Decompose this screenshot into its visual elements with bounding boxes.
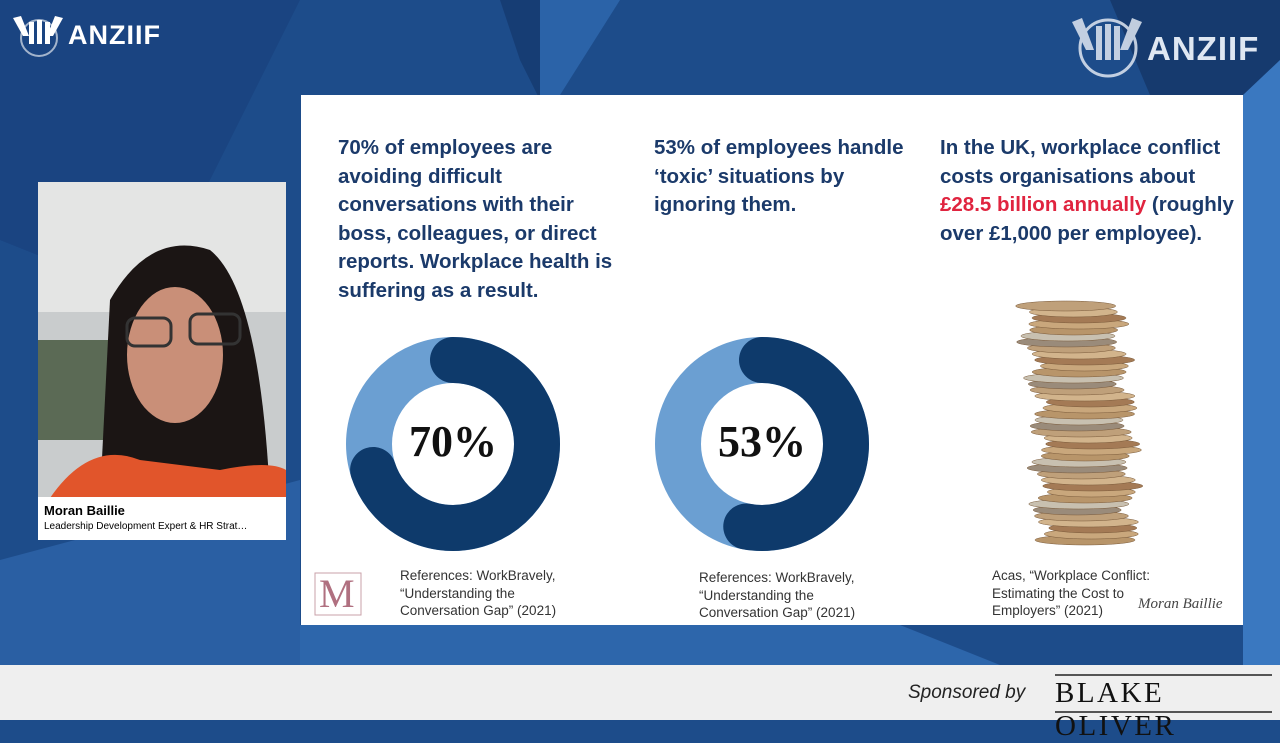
sponsor-logo: BLAKE OLIVER bbox=[1055, 677, 1177, 742]
signature: Moran Baillie bbox=[1138, 596, 1223, 612]
speaker-title: Leadership Development Expert & HR Strat… bbox=[44, 521, 248, 532]
stat-text: 53% of employees handle ‘toxic’ situatio… bbox=[654, 136, 904, 216]
donuts: 70% 53% bbox=[346, 337, 869, 551]
text: (roughly over £1,000 per employee). bbox=[940, 193, 1234, 245]
text: In the UK, workplace conflict costs orga… bbox=[940, 136, 1221, 188]
monogram: M bbox=[319, 571, 355, 616]
sponsored-label: Sponsored by bbox=[908, 682, 1026, 703]
reference: References: WorkBravely, “Understanding … bbox=[699, 570, 856, 620]
donut-arc bbox=[350, 337, 560, 551]
donut-label: 53% bbox=[718, 417, 806, 466]
logo-text: ANZIIF bbox=[68, 20, 161, 50]
donut-label: 70% bbox=[409, 417, 497, 466]
reference: References: WorkBravely, “Understanding … bbox=[400, 568, 557, 618]
logo-text: ANZIIF bbox=[1147, 30, 1260, 67]
highlight: £28.5 billion annually bbox=[940, 193, 1147, 216]
stat-text: In the UK, workplace conflict costs orga… bbox=[940, 134, 1235, 248]
reference: Acas, “Workplace Conflict: Estimating th… bbox=[992, 568, 1151, 618]
donut-arc bbox=[723, 337, 869, 551]
coin bbox=[1015, 300, 1116, 312]
stat-text: 70% of employees are avoiding difficult … bbox=[338, 136, 613, 302]
speaker-name: Moran Baillie bbox=[44, 503, 125, 518]
